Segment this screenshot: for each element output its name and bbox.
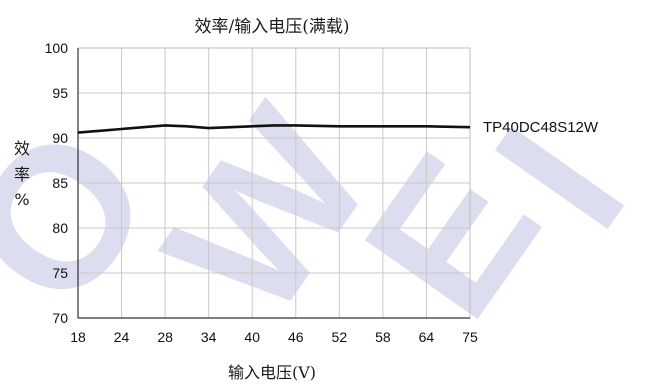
y-axis-label: 效 率 % xyxy=(14,139,30,209)
series-line-0 xyxy=(77,124,471,134)
x-tick-label: 46 xyxy=(288,329,304,345)
y-tick-label: 70 xyxy=(52,310,68,326)
watermark: O W E I xyxy=(0,72,647,355)
y-tick-label: 100 xyxy=(45,40,69,56)
x-tick-label: 18 xyxy=(70,329,86,345)
y-tick-label: 80 xyxy=(52,220,68,236)
series-lines: TP40DC48S12W xyxy=(77,119,599,136)
chart-title: 效率/输入电压(满载) xyxy=(195,17,350,37)
axes xyxy=(77,47,471,319)
y-tick-label: 90 xyxy=(52,130,68,146)
x-tick-labels: 18 24 28 34 40 46 52 58 64 75 xyxy=(70,329,478,345)
x-axis-label: 输入电压(V) xyxy=(228,363,316,382)
x-tick-label: 75 xyxy=(462,329,478,345)
y-axis-label-char-2: 率 xyxy=(14,165,30,184)
series-label-0: TP40DC48S12W xyxy=(483,119,599,136)
y-tick-label: 75 xyxy=(52,265,68,281)
y-tick-labels: 70 75 80 85 90 95 100 xyxy=(45,40,69,326)
x-tick-label: 58 xyxy=(375,329,391,345)
x-tick-label: 34 xyxy=(201,329,217,345)
grid xyxy=(78,48,470,318)
x-tick-label: 52 xyxy=(332,329,348,345)
x-tick-label: 40 xyxy=(244,329,260,345)
x-tick-label: 24 xyxy=(114,329,130,345)
y-tick-label: 95 xyxy=(52,85,68,101)
y-tick-label: 85 xyxy=(52,175,68,191)
y-axis-label-char-3: % xyxy=(14,190,29,209)
x-tick-label: 64 xyxy=(419,329,435,345)
y-axis-label-char-1: 效 xyxy=(14,139,30,158)
x-tick-label: 28 xyxy=(157,329,173,345)
